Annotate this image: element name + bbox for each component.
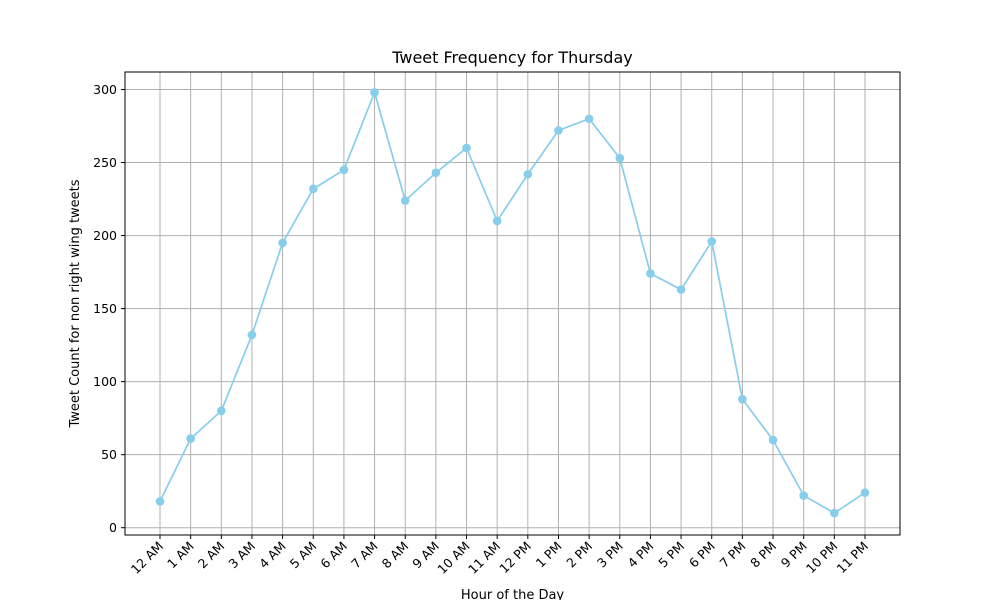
x-tick-label: 8 PM [747,539,779,571]
x-tick-label: 7 AM [348,539,381,572]
data-point [370,88,379,97]
data-point [707,237,717,246]
grid [125,72,900,535]
x-tick-label: 11 PM [834,539,872,577]
x-tick-label: 5 PM [655,539,687,571]
x-tick-label: 7 PM [717,539,749,571]
x-tick-label: 8 AM [379,539,412,572]
x-tick-label: 3 AM [225,539,258,572]
data-point [431,168,441,178]
x-tick-label: 4 AM [256,539,289,572]
x-tick-label: 1 PM [533,539,565,571]
x-tick-label: 6 PM [686,539,718,571]
x-tick-label: 2 AM [195,539,228,572]
x-tick-label: 12 PM [496,539,534,577]
data-point [339,165,349,175]
data-point [646,269,655,278]
data-point [523,169,533,179]
y-tick-label: 150 [93,301,117,316]
x-tick-label: 12 AM [128,539,166,577]
axes: 12 AM1 AM2 AM3 AM4 AM5 AM6 AM7 AM8 AM9 A… [93,82,871,577]
data-point [462,143,471,153]
data-point [186,434,195,443]
y-tick-label: 300 [93,82,117,97]
data-point [860,488,870,497]
series-line [159,89,866,515]
data-point [584,114,594,124]
data-point [247,330,257,340]
y-tick-label: 200 [93,228,117,243]
y-axis-label: Tweet Count for non right wing tweets [68,179,83,428]
data-point [217,406,226,416]
x-tick-label: 10 PM [803,539,841,577]
x-tick-label: 10 AM [434,539,472,577]
data-point [155,497,165,506]
data-point [554,126,563,135]
data-point [400,196,410,205]
y-tick-label: 0 [109,520,117,535]
series-layer [155,88,870,518]
x-tick-label: 3 PM [594,539,626,571]
chart-title: Tweet Frequency for Thursday [391,48,632,67]
data-point [308,184,318,194]
data-point [615,153,625,163]
x-tick-label: 2 PM [563,539,595,571]
data-point [278,238,287,248]
x-tick-label: 11 AM [465,539,503,577]
data-point [799,491,808,500]
y-tick-label: 250 [93,155,117,170]
data-point [768,435,778,445]
x-tick-label: 6 AM [317,539,350,572]
x-tick-label: 4 PM [625,539,657,571]
data-point [738,394,747,404]
x-tick-label: 1 AM [164,539,197,572]
x-axis-label: Hour of the Day [461,588,565,600]
y-tick-label: 100 [93,374,117,389]
y-tick-label: 50 [101,447,117,462]
x-tick-label: 5 AM [287,539,320,572]
data-point [676,285,686,294]
data-point [492,216,502,226]
plot-frame [124,71,901,536]
data-point [830,508,839,518]
